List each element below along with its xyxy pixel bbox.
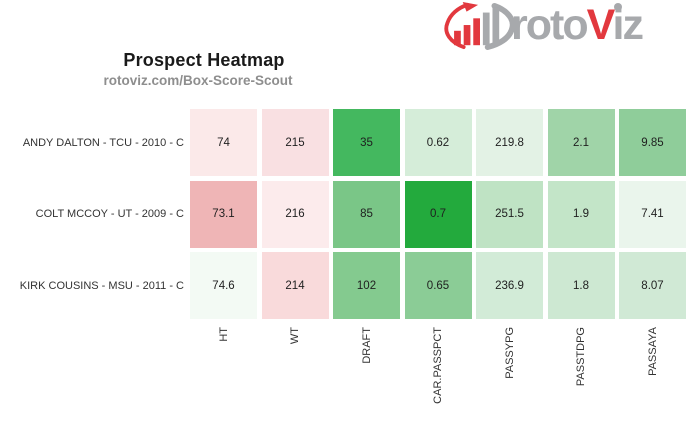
- heatmap-cell: 7.41: [619, 180, 686, 248]
- row-label: ANDY DALTON - TCU - 2010 - C: [22, 136, 184, 149]
- heatmap-cell: 214: [261, 252, 329, 319]
- rotoviz-wordmark: rotoViz: [511, 1, 644, 49]
- logo-dot: [614, 3, 622, 11]
- column-label: WT: [289, 327, 301, 345]
- heatmap-cell: 0.7: [404, 180, 472, 248]
- heatmap-grid: 74 215 35 0.62 219.8 2.1 9.85 73.1 216 85 0.7 251.5…: [190, 109, 686, 319]
- heatmap-cell: 215: [261, 109, 329, 176]
- heatmap-cell: 216: [261, 180, 329, 248]
- column-label: PASSTDPG: [575, 327, 587, 387]
- column-label: PASSAYA: [646, 327, 659, 376]
- logo-text-roto: roto: [511, 1, 589, 49]
- heatmap-cell: 1.8: [547, 252, 615, 319]
- heatmap-cell: 85: [333, 180, 400, 248]
- row-label: COLT MCCOY - UT - 2009 - C: [35, 208, 184, 220]
- row-label: KIRK COUSINS - MSU - 2011 - C: [19, 279, 184, 292]
- heatmap-cell: 9.85: [619, 109, 686, 176]
- column-label: CAR.PASSPCT: [432, 327, 444, 404]
- heatmap-cell: 8.07: [619, 252, 686, 319]
- heatmap-cell: 35: [333, 109, 400, 176]
- heatmap-cell: 0.62: [404, 109, 472, 176]
- heatmap-cell: 74: [190, 109, 257, 176]
- page-title: Prospect Heatmap: [123, 50, 285, 70]
- heatmap-cell: 74.6: [190, 252, 257, 319]
- heatmap-cell: 1.9: [547, 180, 615, 248]
- heatmap-cell: 73.1: [190, 180, 257, 248]
- rotoviz-logo: rotoViz: [443, 2, 693, 52]
- heatmap-cell: 251.5: [476, 180, 543, 248]
- heatmap-cell: 102: [333, 252, 400, 319]
- heatmap-cell: 219.8: [476, 109, 543, 176]
- heatmap-cell: 2.1: [547, 109, 615, 176]
- heatmap-cell: 236.9: [476, 252, 543, 319]
- rotoviz-bars-icon: [444, 2, 516, 50]
- page-subtitle: rotoviz.com/Box-Score-Scout: [103, 73, 293, 88]
- column-label: HT: [217, 327, 230, 342]
- logo-text-v: V: [586, 1, 615, 49]
- heatmap-cell: 0.65: [404, 252, 472, 319]
- column-label: PASSYPG: [503, 327, 516, 379]
- column-label: DRAFT: [360, 327, 373, 364]
